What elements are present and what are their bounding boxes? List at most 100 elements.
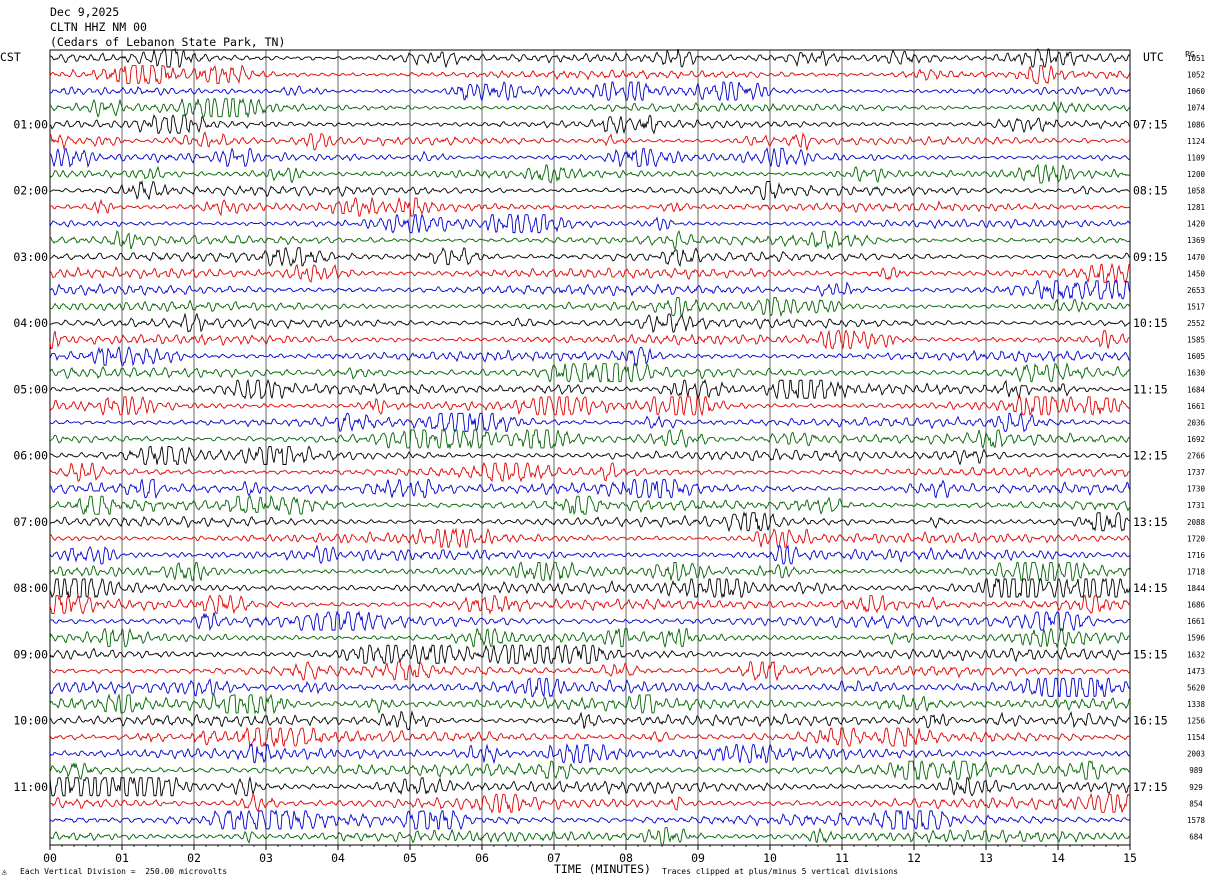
x-tick-label: 02: [187, 851, 201, 865]
trace-value-label: 1605: [1187, 352, 1205, 361]
seismic-trace: [49, 296, 1131, 318]
seismic-trace: [49, 527, 1131, 548]
seismic-trace: [49, 759, 1131, 781]
seismic-trace: [49, 213, 1131, 234]
trace-value-label: 1256: [1187, 717, 1206, 726]
seismic-trace: [49, 726, 1131, 748]
seismic-trace: [49, 113, 1131, 135]
trace-value-label: 1109: [1187, 153, 1205, 162]
trace-value-label: 929: [1189, 783, 1203, 792]
right-timezone-label: UTC: [1143, 50, 1164, 64]
x-tick-label: 06: [475, 851, 489, 865]
station-label: CLTN HHZ NM 00: [50, 20, 147, 34]
left-timezone-label: CST: [0, 50, 21, 64]
trace-value-label: 1450: [1187, 269, 1206, 278]
seismic-trace: [49, 710, 1131, 730]
seismic-trace: [49, 179, 1131, 200]
seismic-trace: [49, 196, 1131, 217]
scale-note: Each Vertical Division = 250.00 microvol…: [20, 867, 228, 876]
pg-header-label: PG: [1185, 50, 1195, 59]
trace-value-label: 1517: [1187, 302, 1205, 311]
right-hour-label: 08:15: [1133, 184, 1168, 198]
seismic-trace: [49, 247, 1131, 268]
right-hour-label: 12:15: [1133, 449, 1168, 463]
seismic-trace: [49, 97, 1131, 119]
left-hour-label: 06:00: [13, 449, 48, 463]
trace-value-label: 854: [1189, 799, 1203, 808]
trace-value-label: 1686: [1187, 601, 1206, 610]
date-label: Dec 9,2025: [50, 5, 120, 19]
left-hour-label: 08:00: [13, 581, 48, 595]
left-hour-label: 02:00: [13, 184, 48, 198]
seismic-trace: [49, 362, 1131, 383]
trace-value-label: 1051: [1187, 54, 1205, 63]
labels: 00 01 02 03 04 05 06 07 08 09 10 11 12 13 14 15 1051 1052…: [13, 54, 1205, 865]
clip-note: Traces clipped at plus/minus 5 vertical …: [662, 867, 899, 876]
trace-value-label: 2003: [1187, 750, 1205, 759]
seismic-trace: [49, 429, 1131, 450]
seismic-trace: [49, 511, 1131, 533]
left-hour-label: 04:00: [13, 316, 48, 330]
left-hour-label: 11:00: [13, 780, 48, 794]
trace-value-label: 1124: [1187, 137, 1206, 146]
trace-value-label: 1716: [1187, 551, 1206, 560]
trace-value-label: 1630: [1187, 369, 1206, 378]
trace-value-label: 1737: [1187, 468, 1205, 477]
x-tick-label: 11: [835, 851, 849, 865]
seismic-trace: [49, 660, 1131, 682]
right-hour-label: 09:15: [1133, 250, 1168, 264]
seismic-trace: [49, 826, 1131, 846]
trace-value-label: 1369: [1187, 236, 1205, 245]
trace-value-label: 5620: [1187, 683, 1206, 692]
seismic-trace: [49, 693, 1131, 715]
trace-value-label: 1052: [1187, 71, 1205, 80]
seismic-trace: [49, 610, 1131, 632]
x-tick-label: 08: [619, 851, 633, 865]
trace-value-label: 2036: [1187, 418, 1206, 427]
seismic-trace: [49, 561, 1131, 581]
trace-value-label: 1632: [1187, 650, 1205, 659]
seismic-trace: [49, 775, 1131, 797]
trace-value-label: 2088: [1187, 518, 1206, 527]
seismic-trace: [49, 395, 1131, 417]
trace-value-label: 1058: [1187, 187, 1206, 196]
x-tick-label: 12: [907, 851, 921, 865]
trace-value-label: 1718: [1187, 567, 1206, 576]
trace-value-label: 1730: [1187, 485, 1206, 494]
trace-value-label: 1281: [1187, 203, 1205, 212]
trace-value-label: 1585: [1187, 336, 1205, 345]
trace-value-label: 1074: [1187, 104, 1206, 113]
right-hour-label: 15:15: [1133, 647, 1168, 661]
grid: [49, 49, 1131, 850]
x-axis-label: TIME (MINUTES): [554, 862, 651, 876]
x-tick-label: 15: [1123, 851, 1137, 865]
seismic-trace: [49, 461, 1131, 483]
seismic-trace: [49, 677, 1131, 698]
trace-value-label: 1596: [1187, 634, 1206, 643]
trace-value-label: 1844: [1187, 584, 1206, 593]
trace-value-label: 2552: [1187, 319, 1205, 328]
trace-value-label: 1692: [1187, 435, 1205, 444]
left-hour-label: 03:00: [13, 250, 48, 264]
left-hour-label: 09:00: [13, 647, 48, 661]
trace-value-label: 1420: [1187, 220, 1206, 229]
right-hour-label: 14:15: [1133, 581, 1168, 595]
x-tick-label: 09: [691, 851, 705, 865]
x-tick-label: 10: [763, 851, 777, 865]
trace-value-label: 1060: [1187, 87, 1206, 96]
x-tick-label: 03: [259, 851, 273, 865]
trace-value-label: 1473: [1187, 667, 1205, 676]
right-hour-label: 17:15: [1133, 780, 1168, 794]
right-hour-label: 10:15: [1133, 316, 1168, 330]
seismic-trace: [49, 743, 1131, 765]
left-hour-label: 10:00: [13, 714, 48, 728]
x-tick-label: 04: [331, 851, 345, 865]
trace-value-label: 1731: [1187, 501, 1205, 510]
trace-value-label: 684: [1189, 832, 1203, 841]
trace-value-label: 1720: [1187, 534, 1206, 543]
left-hour-label: 05:00: [13, 382, 48, 396]
seismic-trace: [49, 627, 1131, 649]
seismic-trace: [49, 594, 1131, 615]
seismic-trace: [49, 131, 1131, 152]
